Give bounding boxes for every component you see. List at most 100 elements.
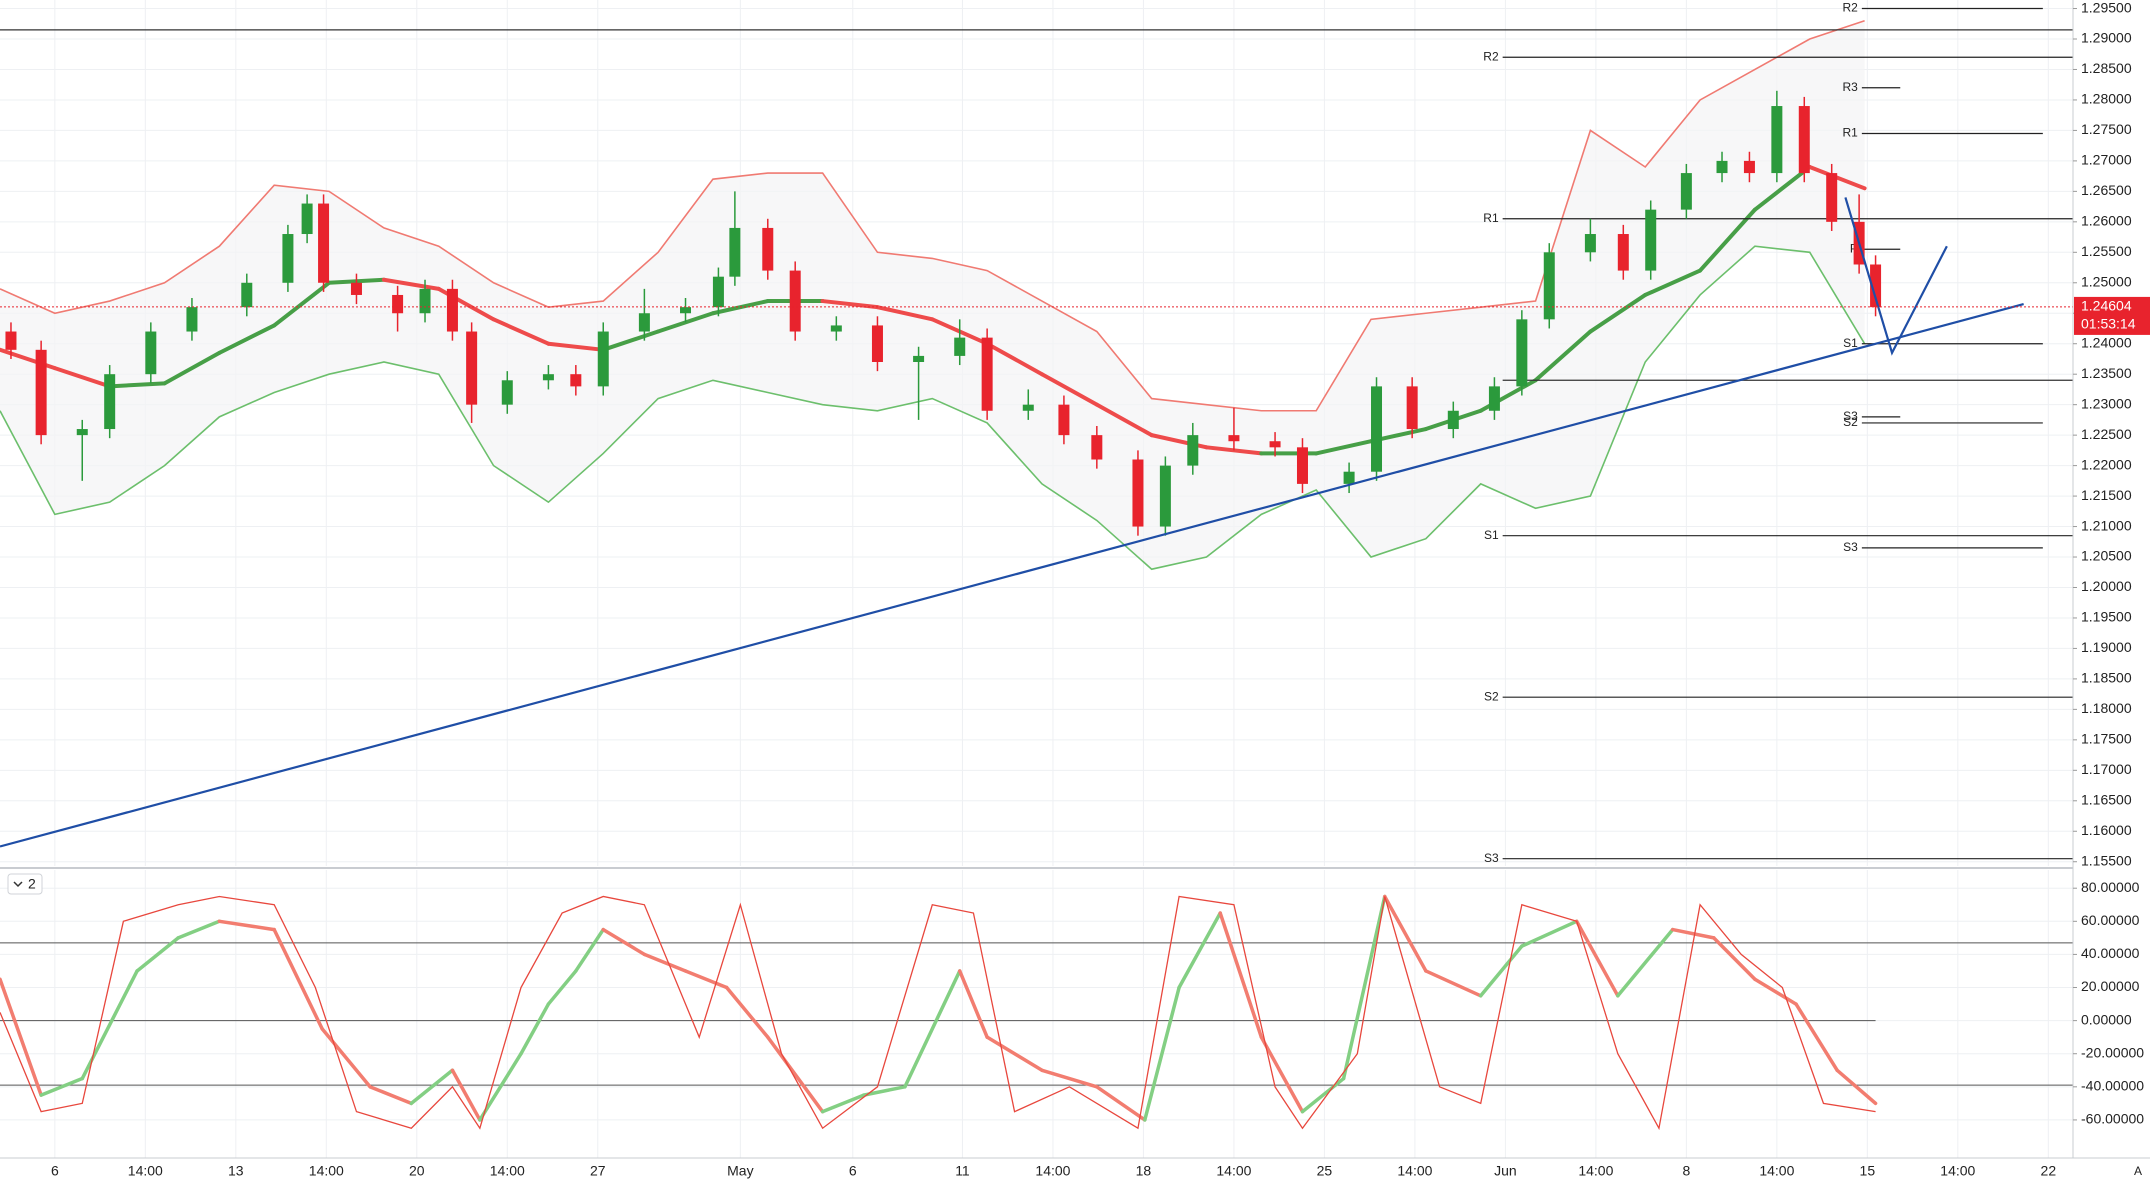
pivot-label: S1 bbox=[1484, 528, 1499, 542]
y-tick-label: 1.20000 bbox=[2081, 578, 2132, 594]
oscillator-line bbox=[1424, 969, 1483, 998]
y-tick-label: 1.27500 bbox=[2081, 121, 2132, 137]
pivot-label: R1 bbox=[1483, 211, 1499, 225]
candle-body bbox=[762, 227, 774, 271]
trend-line bbox=[0, 303, 2024, 848]
last-price-box bbox=[2074, 296, 2150, 335]
oscillator-line bbox=[450, 1068, 482, 1122]
oscillator-line bbox=[320, 1027, 372, 1089]
x-tick-label: 14:00 bbox=[1940, 1163, 1975, 1179]
pivot-label: R3 bbox=[1843, 80, 1859, 94]
oscillator-line bbox=[0, 977, 43, 1097]
candle-body bbox=[1645, 209, 1657, 271]
moving-average bbox=[107, 381, 167, 389]
y-tick-label: 1.25500 bbox=[2081, 243, 2132, 259]
candle-body bbox=[1743, 160, 1755, 174]
candle-body bbox=[1680, 173, 1692, 210]
candle-body bbox=[392, 294, 404, 314]
pane-legend[interactable]: 2 bbox=[7, 873, 43, 895]
y-tick-label: -40.00000 bbox=[2081, 1078, 2144, 1094]
oscillator-line bbox=[1753, 977, 1798, 1006]
moving-average bbox=[1533, 329, 1593, 383]
candle-body bbox=[871, 325, 883, 363]
candle-body bbox=[446, 288, 458, 332]
moving-average bbox=[1314, 439, 1374, 456]
candle-body bbox=[1296, 447, 1308, 484]
oscillator-line bbox=[39, 1076, 85, 1097]
candle-body bbox=[1516, 319, 1528, 387]
band-line bbox=[0, 19, 1865, 412]
moving-average bbox=[546, 341, 606, 352]
candle-body bbox=[1584, 234, 1596, 253]
candle-body bbox=[1022, 404, 1034, 411]
oscillator-line bbox=[546, 969, 578, 1006]
candle-body bbox=[1447, 410, 1459, 430]
moving-average bbox=[985, 341, 1044, 377]
band-line bbox=[0, 245, 1866, 571]
moving-average bbox=[1039, 372, 1099, 407]
oscillator-line bbox=[683, 969, 729, 990]
candle-body bbox=[318, 203, 330, 283]
y-tick-label: 60.00000 bbox=[2081, 912, 2140, 928]
pivot-label: S3 bbox=[1484, 851, 1499, 865]
y-tick-label: 1.21000 bbox=[2081, 517, 2132, 533]
y-tick-label: -20.00000 bbox=[2081, 1044, 2144, 1060]
oscillator-line bbox=[1259, 1035, 1305, 1114]
x-tick-label: 14:00 bbox=[128, 1163, 163, 1179]
oscillator-line bbox=[862, 1085, 907, 1097]
y-tick-label: 1.16500 bbox=[2081, 791, 2132, 807]
candle-body bbox=[1269, 441, 1281, 448]
candle-body bbox=[1343, 471, 1355, 484]
oscillator-line bbox=[1300, 1076, 1346, 1114]
oscillator-line bbox=[642, 952, 688, 973]
x-tick-label: 11 bbox=[955, 1163, 970, 1179]
moving-average bbox=[272, 280, 332, 328]
x-tick-label: 14:00 bbox=[1216, 1163, 1251, 1179]
y-tick-label: 1.28500 bbox=[2081, 60, 2132, 76]
oscillator-line bbox=[217, 919, 276, 932]
oscillator-line bbox=[1574, 919, 1620, 998]
x-tick-label: 14:00 bbox=[1035, 1163, 1070, 1179]
y-tick-label: 20.00000 bbox=[2081, 978, 2140, 994]
moving-average bbox=[162, 350, 222, 386]
y-tick-label: -60.00000 bbox=[2081, 1111, 2144, 1127]
oscillator-line bbox=[272, 927, 324, 1031]
oscillator-line bbox=[1382, 894, 1428, 973]
candle-body bbox=[466, 331, 478, 405]
auto-scale-button[interactable]: A bbox=[2134, 1164, 2142, 1178]
moving-average bbox=[875, 305, 935, 322]
candle-body bbox=[1187, 435, 1199, 466]
oscillator-line bbox=[176, 919, 222, 940]
y-tick-label: 1.28000 bbox=[2081, 91, 2132, 107]
y-tick-label: 1.29000 bbox=[2081, 30, 2132, 46]
oscillator-line bbox=[478, 1051, 523, 1122]
pivot-label: R2 bbox=[1483, 49, 1499, 63]
candle-body bbox=[1771, 106, 1783, 174]
candle-body bbox=[597, 331, 609, 387]
x-tick-label: 14:00 bbox=[1578, 1163, 1613, 1179]
candle-body bbox=[186, 307, 198, 332]
y-tick-label: 1.15500 bbox=[2081, 852, 2132, 868]
moving-average bbox=[601, 329, 661, 352]
x-tick-label: 20 bbox=[409, 1163, 425, 1179]
candle-body bbox=[419, 288, 431, 314]
y-tick-label: 1.21500 bbox=[2081, 487, 2132, 503]
oscillator-line bbox=[1520, 919, 1579, 948]
candle-body bbox=[789, 270, 801, 332]
x-tick-label: 25 bbox=[1317, 1163, 1333, 1179]
moving-average bbox=[491, 317, 551, 346]
oscillator-line bbox=[1794, 1002, 1839, 1073]
oscillator-line bbox=[519, 1002, 551, 1056]
oscillator-line bbox=[574, 927, 606, 973]
y-tick-label: 1.26000 bbox=[2081, 213, 2132, 229]
moving-average bbox=[52, 366, 112, 389]
y-tick-label: 80.00000 bbox=[2081, 879, 2140, 895]
x-tick-label: Jun bbox=[1494, 1163, 1517, 1179]
x-tick-label: 27 bbox=[590, 1163, 606, 1179]
x-tick-label: 14:00 bbox=[309, 1163, 344, 1179]
y-tick-label: 1.23500 bbox=[2081, 365, 2132, 381]
trend-line bbox=[1844, 197, 1948, 356]
oscillator-line bbox=[1143, 985, 1181, 1122]
pane-legend-box[interactable] bbox=[7, 873, 43, 895]
x-tick-label: May bbox=[727, 1163, 753, 1179]
